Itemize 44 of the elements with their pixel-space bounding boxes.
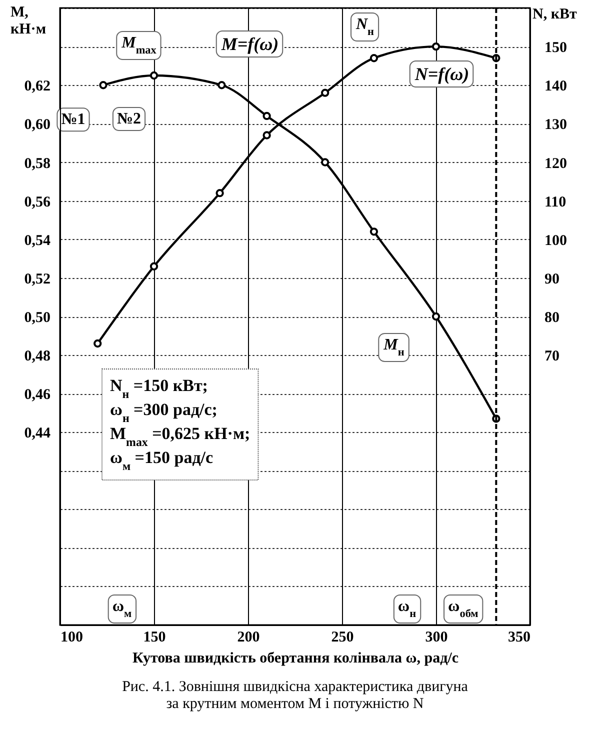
annotation: ω$_{н}$ <box>398 598 417 620</box>
y-tick-label: 0,60 <box>24 117 50 134</box>
y-tick-label: 0,56 <box>24 194 51 210</box>
y-tick-label: 0,54 <box>24 232 51 249</box>
text: Рис. 4.1. Зовнішня швидкісна характеристика двигуна <box>122 679 468 695</box>
series-label: N=f(ω) <box>414 64 470 84</box>
annotation: №1 <box>61 111 86 128</box>
x-tick-label: 300 <box>425 630 448 646</box>
x-tick-label: 200 <box>237 630 260 646</box>
x-tick-label: 250 <box>331 630 354 646</box>
x-tick-label: 350 <box>508 630 530 646</box>
y2-tick-label: 130 <box>544 117 567 134</box>
series-label: M=f(ω) <box>220 34 279 54</box>
y-tick-label: 0,62 <box>24 78 50 95</box>
y2-tick-label: 150 <box>544 40 567 56</box>
annotation: ω$_{м}$ =150 рад/с <box>110 448 214 473</box>
y2-tick-label: 140 <box>544 78 567 95</box>
y-tick-label: 0,46 <box>24 387 51 404</box>
annotation: M$_{н}$ <box>382 336 405 358</box>
y-tick-label: 0,48 <box>24 348 50 365</box>
x-axis-title: Кутова швидкість обертання колінвала ω, рад/с <box>132 650 459 666</box>
ref-line-label: ω$_{обм}$ <box>448 598 479 620</box>
annotation: M$_{max}$ <box>120 34 157 56</box>
y2-tick-label: 100 <box>544 232 567 249</box>
y2-tick-label: 90 <box>544 271 560 288</box>
annotation: N$_{н}$ <box>354 16 375 38</box>
annotation: N$_{н}$ =150 кВт; <box>110 376 208 401</box>
y-tick-label: 0,44 <box>24 426 51 442</box>
text: за крутним моментом M і потужністю N <box>166 696 424 712</box>
y2-tick-label: 70 <box>544 348 560 365</box>
y-tick-label: 0,52 <box>24 271 50 288</box>
y-axis-title: M, кН·м <box>10 4 46 38</box>
annotation: M$_{max}$ =0,625 кН·м; <box>110 424 250 449</box>
x-tick-label: 100 <box>60 630 83 646</box>
x-tick-label: 150 <box>143 630 166 646</box>
annotation: №2 <box>116 110 142 128</box>
y-tick-label: 0,50 <box>24 310 50 326</box>
y2-tick-label: 120 <box>544 156 567 172</box>
y2-tick-label: 80 <box>544 310 560 326</box>
y2-tick-label: 110 <box>544 194 566 210</box>
y-tick-label: 0,58 <box>24 156 50 172</box>
annotation: ω$_{н}$ =300 рад/с; <box>110 400 218 425</box>
annotation: ω$_{м}$ <box>112 598 132 620</box>
y2-axis-title: N, кВт <box>532 6 578 22</box>
